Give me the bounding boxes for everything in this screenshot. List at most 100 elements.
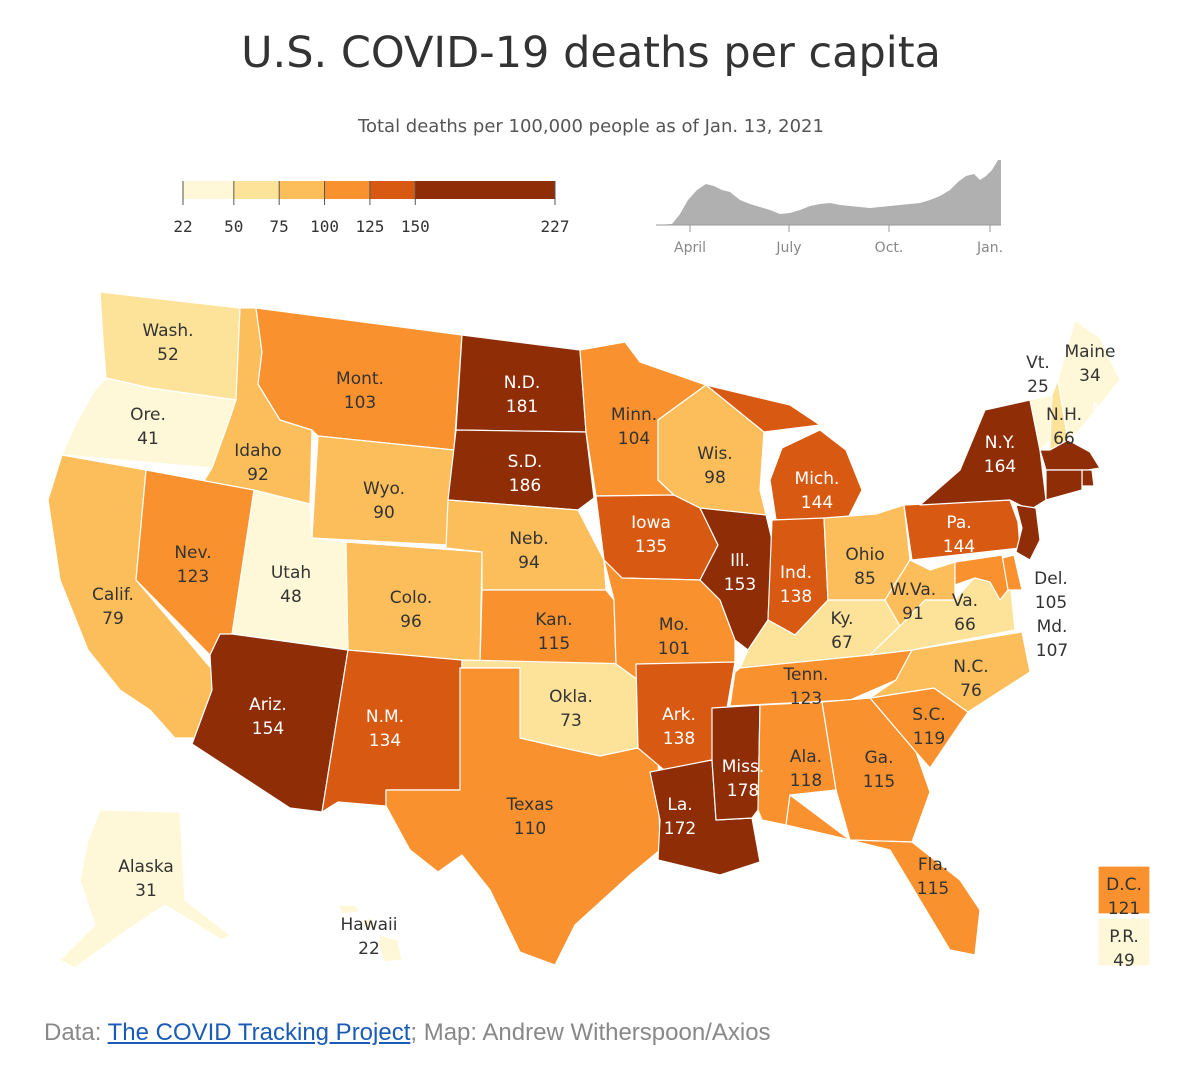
state-name-az: Ariz. bbox=[249, 695, 287, 715]
state-value-wy: 90 bbox=[373, 503, 395, 523]
state-name-ar: Ark. bbox=[662, 705, 696, 725]
state-name-me: Maine bbox=[1064, 342, 1115, 362]
state-name-co: Colo. bbox=[390, 588, 433, 608]
state-value-ut: 48 bbox=[280, 587, 302, 607]
state-value-fl: 115 bbox=[917, 879, 949, 899]
legend-swatch-0 bbox=[183, 181, 234, 199]
state-ct[interactable] bbox=[1045, 469, 1083, 501]
state-name-nh: N.H. bbox=[1046, 405, 1082, 425]
state-labels: Wash. 52 Ore. 41 Calif. 79 Idaho 92 Nev. 123 Mont.… bbox=[92, 321, 1142, 971]
state-nj[interactable] bbox=[1015, 504, 1041, 561]
state-name-nm: N.M. bbox=[366, 707, 404, 727]
state-name-la: La. bbox=[667, 795, 692, 815]
state-fl[interactable] bbox=[785, 794, 981, 956]
state-value-mi: 144 bbox=[801, 493, 833, 513]
state-ri[interactable] bbox=[1081, 469, 1095, 487]
state-name-in: Ind. bbox=[780, 563, 812, 583]
page-title: U.S. COVID-19 deaths per capita bbox=[241, 28, 941, 78]
legend-tick-label: 100 bbox=[310, 217, 339, 236]
timeline-month-label: Jan. bbox=[976, 240, 1003, 256]
state-value-ms: 178 bbox=[727, 781, 759, 801]
credit-prefix: Data: bbox=[44, 1019, 108, 1046]
state-value-ga: 115 bbox=[863, 772, 895, 792]
state-name-wv: W.Va. bbox=[890, 580, 936, 600]
legend-tick-label: 50 bbox=[224, 217, 243, 236]
state-name-nj: N.J. bbox=[1053, 517, 1082, 537]
state-nc[interactable] bbox=[869, 631, 1031, 713]
state-tx[interactable] bbox=[385, 667, 661, 966]
state-hi[interactable] bbox=[337, 904, 403, 963]
state-value-az: 154 bbox=[252, 719, 284, 739]
state-name-sc: S.C. bbox=[912, 705, 945, 725]
timeline-month-label: July bbox=[775, 240, 801, 256]
state-value-tn: 123 bbox=[790, 689, 822, 709]
state-name-ut: Utah bbox=[271, 563, 311, 583]
state-value-la: 172 bbox=[664, 819, 696, 839]
state-il[interactable] bbox=[699, 507, 773, 651]
state-value-nv: 123 bbox=[177, 567, 209, 587]
state-name-ga: Ga. bbox=[865, 748, 894, 768]
state-value-nj: 227 bbox=[1051, 541, 1083, 561]
state-value-wa: 52 bbox=[157, 345, 179, 365]
state-value-ky: 67 bbox=[831, 633, 853, 653]
state-name-mo: Mo. bbox=[659, 615, 689, 635]
state-name-mt: Mont. bbox=[336, 369, 384, 389]
state-value-ny: 164 bbox=[984, 457, 1016, 477]
state-value-ar: 138 bbox=[663, 729, 695, 749]
state-name-oh: Ohio bbox=[845, 545, 884, 565]
state-value-ma: 196 bbox=[1100, 424, 1132, 444]
covid-tracking-project-link[interactable]: The COVID Tracking Project bbox=[107, 1019, 411, 1046]
state-name-nc: N.C. bbox=[953, 657, 988, 677]
credit-suffix: ; Map: Andrew Witherspoon/Axios bbox=[410, 1019, 771, 1046]
legend-tick-label: 22 bbox=[173, 217, 192, 236]
state-value-mo: 101 bbox=[658, 639, 690, 659]
state-name-ak: Alaska bbox=[118, 857, 174, 877]
state-name-md: Md. bbox=[1037, 617, 1068, 637]
state-name-mn: Minn. bbox=[611, 405, 657, 425]
state-value-ca: 79 bbox=[102, 609, 124, 629]
state-value-id: 92 bbox=[247, 465, 269, 485]
source-credit: Data: The COVID Tracking Project; Map: A… bbox=[44, 1019, 771, 1047]
state-name-tn: Tenn. bbox=[783, 665, 829, 685]
legend-tick-label: 150 bbox=[401, 217, 430, 236]
state-value-nm: 134 bbox=[369, 731, 401, 751]
state-name-hi: Hawaii bbox=[341, 915, 398, 935]
state-name-il: Ill. bbox=[730, 551, 750, 571]
state-dc[interactable] bbox=[1097, 865, 1151, 915]
legend-swatch-5 bbox=[415, 181, 555, 199]
state-ak[interactable] bbox=[59, 809, 231, 969]
state-sd[interactable] bbox=[447, 429, 595, 511]
state-value-nh: 66 bbox=[1053, 429, 1075, 449]
state-value-ct: 182 bbox=[1097, 517, 1129, 537]
state-value-de: 105 bbox=[1035, 593, 1067, 613]
state-value-il: 153 bbox=[724, 575, 756, 595]
state-value-dc: 121 bbox=[1108, 899, 1140, 919]
state-name-ma: Mass. bbox=[1092, 400, 1140, 420]
state-md[interactable] bbox=[954, 554, 1009, 601]
timeline-area bbox=[656, 160, 1001, 225]
state-value-nc: 76 bbox=[960, 681, 982, 701]
legend-tick-label: 125 bbox=[355, 217, 384, 236]
state-value-mt: 103 bbox=[344, 393, 376, 413]
legend-swatch-1 bbox=[233, 181, 280, 199]
state-value-ne: 94 bbox=[518, 553, 540, 573]
state-name-fl: Fla. bbox=[918, 855, 948, 875]
state-value-pr: 49 bbox=[1113, 951, 1135, 971]
state-value-wv: 91 bbox=[902, 604, 924, 624]
state-name-ok: Okla. bbox=[549, 687, 593, 707]
state-pr[interactable] bbox=[1097, 917, 1151, 967]
state-name-wi: Wis. bbox=[697, 444, 732, 464]
state-name-wy: Wyo. bbox=[363, 479, 405, 499]
page-subtitle: Total deaths per 100,000 people as of Ja… bbox=[358, 116, 824, 137]
state-value-al: 118 bbox=[790, 771, 822, 791]
state-name-tx: Texas bbox=[506, 795, 554, 815]
state-name-ca: Calif. bbox=[92, 585, 134, 605]
state-value-pa: 144 bbox=[943, 537, 975, 557]
state-name-nd: N.D. bbox=[504, 373, 541, 393]
state-name-or: Ore. bbox=[130, 405, 166, 425]
state-mi[interactable] bbox=[705, 384, 863, 521]
state-ny[interactable] bbox=[919, 399, 1047, 511]
state-value-sc: 119 bbox=[913, 729, 945, 749]
